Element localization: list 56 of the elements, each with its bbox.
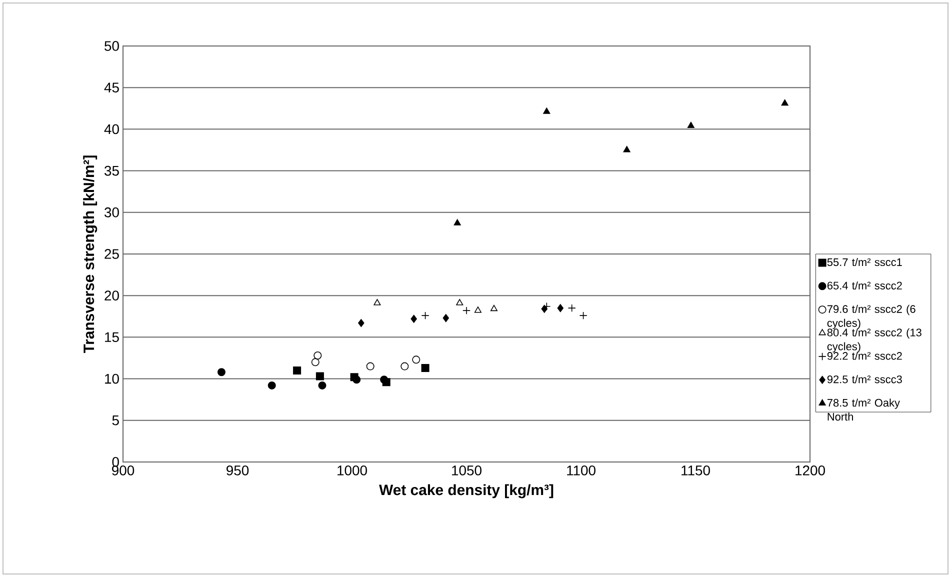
x-tick-label: 900	[112, 465, 134, 476]
point	[456, 299, 464, 306]
legend-label: 78.5 t/m² Oaky North	[827, 398, 900, 421]
x-tick-label: 1100	[567, 465, 596, 476]
y-tick-label: 30	[104, 207, 119, 218]
y-tick-label: 35	[104, 166, 119, 176]
legend-label: 55.7 t/m² sscc1	[827, 258, 902, 266]
point	[474, 306, 482, 313]
point	[311, 358, 320, 366]
point	[217, 368, 226, 376]
x-tick-label: 1050	[452, 465, 482, 476]
point	[318, 381, 326, 390]
point	[541, 304, 548, 313]
point	[412, 356, 420, 364]
legend-label: 65.4 t/m² sscc2	[827, 281, 902, 290]
point	[579, 312, 588, 320]
legend-label: 92.5 t/m² sscc3	[827, 375, 902, 384]
point	[623, 146, 630, 152]
point	[374, 299, 381, 306]
point	[687, 122, 694, 128]
y-tick-label: 40	[104, 124, 119, 134]
y-axis-title: Transverse strength [kN/m²]	[83, 156, 98, 354]
point	[442, 314, 449, 322]
legend-label: 79.6 t/m² sscc2 (6 cycles)	[827, 304, 916, 330]
point	[421, 312, 430, 320]
point	[268, 381, 276, 390]
y-tick-label: 5	[112, 416, 119, 426]
y-tick-label: 50	[104, 41, 119, 51]
point	[352, 376, 361, 384]
y-tick-label: 10	[105, 374, 119, 384]
point	[781, 99, 788, 106]
x-tick-label: 950	[226, 465, 249, 476]
x-tick-label: 1150	[682, 465, 710, 476]
point	[421, 364, 430, 372]
x-tick-label: 1200	[796, 465, 825, 476]
point	[490, 304, 498, 312]
x-tick-label: 1000	[338, 465, 367, 476]
point	[293, 366, 302, 374]
legend-label: 92.2 t/m² sscc2	[827, 352, 902, 360]
point	[316, 372, 324, 380]
point	[380, 376, 388, 384]
y-tick-label: 25	[104, 249, 119, 259]
point	[568, 304, 576, 312]
x-axis-title: Wet cake density [kg/m³]	[379, 484, 554, 498]
y-tick-label: 15	[105, 332, 119, 342]
y-tick-label: 20	[104, 290, 119, 301]
point	[410, 314, 417, 323]
point	[400, 362, 409, 370]
point	[358, 319, 364, 328]
y-tick-label: 45	[104, 82, 119, 92]
legend-label: 80.4 t/m² sscc2 (13 cycles)	[827, 328, 922, 352]
point	[543, 108, 550, 114]
point	[366, 362, 374, 370]
point	[454, 219, 461, 226]
point	[557, 304, 564, 312]
point	[314, 351, 322, 360]
